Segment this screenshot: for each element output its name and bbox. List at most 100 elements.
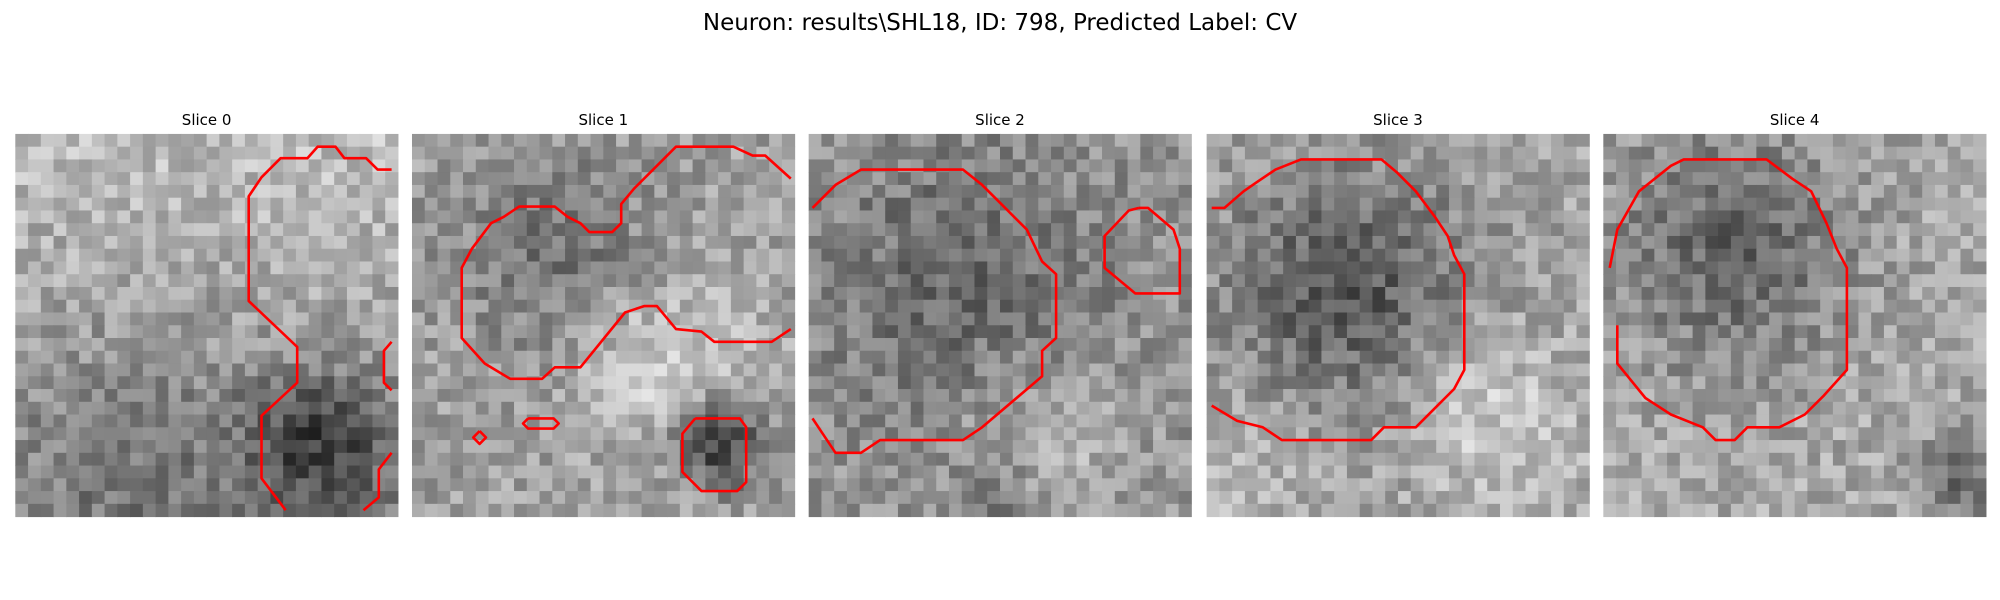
- pixel: [821, 235, 835, 250]
- pixel: [1845, 478, 1859, 492]
- pixel: [28, 491, 42, 505]
- pixel: [936, 350, 950, 365]
- pixel: [219, 197, 233, 211]
- pixel: [1140, 235, 1154, 250]
- pixel: [1807, 414, 1821, 428]
- pixel: [1756, 299, 1770, 313]
- pixel: [1089, 338, 1103, 352]
- pixel: [1628, 427, 1643, 441]
- pixel: [1922, 184, 1936, 199]
- pixel: [91, 235, 106, 250]
- pixel: [181, 376, 195, 390]
- pixel: [1359, 376, 1373, 390]
- pixel: [66, 261, 80, 275]
- pixel: [219, 312, 233, 326]
- pixel: [1448, 363, 1463, 377]
- pixel: [1743, 363, 1757, 377]
- pixel: [1551, 172, 1565, 186]
- pixel: [91, 248, 106, 262]
- pixel: [1012, 414, 1027, 428]
- pixel: [1641, 197, 1655, 211]
- pixel: [1334, 159, 1348, 173]
- pixel: [40, 210, 55, 224]
- pixel: [1076, 440, 1090, 454]
- pixel: [104, 223, 118, 237]
- pixel: [424, 133, 438, 148]
- panel-title: Slice 0: [182, 111, 232, 129]
- pixel: [1756, 274, 1770, 288]
- pixel: [130, 503, 144, 518]
- pixel: [1127, 210, 1141, 224]
- pixel: [346, 389, 361, 403]
- contour: [681, 417, 748, 493]
- pixel: [28, 363, 42, 377]
- pixel: [1063, 503, 1078, 518]
- pixel: [1051, 389, 1065, 403]
- pixel: [130, 172, 144, 186]
- pixel: [1820, 338, 1834, 352]
- pixel: [1616, 133, 1630, 148]
- pixel: [66, 235, 80, 250]
- pixel: [872, 235, 886, 250]
- pixel: [641, 312, 655, 326]
- pixel: [552, 286, 566, 301]
- pixel: [603, 440, 617, 454]
- pixel: [91, 312, 106, 326]
- pixel: [1883, 363, 1898, 377]
- pixel: [1858, 146, 1872, 160]
- pixel: [372, 133, 386, 148]
- pixel: [1295, 427, 1310, 441]
- pixel: [385, 503, 399, 518]
- pixel: [1038, 350, 1052, 365]
- pixel: [1474, 274, 1488, 288]
- pixel: [1359, 350, 1373, 365]
- pixel: [1063, 452, 1078, 467]
- pixel: [961, 491, 975, 505]
- pixel: [1616, 440, 1630, 454]
- pixel: [1641, 312, 1655, 326]
- pixel: [463, 389, 477, 403]
- pixel: [730, 312, 745, 326]
- pixel: [1973, 235, 1987, 250]
- pixel: [872, 427, 886, 441]
- pixel: [130, 401, 144, 416]
- pixel: [40, 478, 55, 492]
- pixel: [1563, 350, 1578, 365]
- pixel: [1883, 414, 1898, 428]
- pixel: [155, 286, 169, 301]
- pixel: [821, 440, 835, 454]
- pixel: [885, 286, 899, 301]
- pixel: [1397, 325, 1412, 339]
- pixel: [705, 414, 719, 428]
- pixel: [91, 503, 106, 518]
- pixel: [53, 312, 67, 326]
- pixel: [692, 376, 706, 390]
- pixel: [1807, 363, 1821, 377]
- pixel: [679, 210, 694, 224]
- pixel: [1153, 172, 1167, 186]
- pixel: [1334, 376, 1348, 390]
- pixel: [718, 299, 732, 313]
- pixel: [193, 312, 208, 326]
- pixel: [1321, 146, 1335, 160]
- pixel: [974, 159, 988, 173]
- pixel: [104, 440, 118, 454]
- pixel: [1909, 133, 1923, 148]
- pixel: [1960, 197, 1974, 211]
- pixel: [1845, 440, 1859, 454]
- pixel: [1063, 210, 1078, 224]
- pixel: [437, 376, 451, 390]
- pixel: [463, 210, 477, 224]
- pixel: [603, 350, 617, 365]
- pixel: [1538, 465, 1552, 479]
- pixel: [1654, 491, 1668, 505]
- pixel: [1487, 235, 1501, 250]
- pixel: [1603, 452, 1617, 467]
- pixel: [526, 325, 541, 339]
- pixel: [1089, 478, 1103, 492]
- pixel: [1512, 440, 1527, 454]
- pixel: [450, 401, 464, 416]
- pixel: [1025, 503, 1039, 518]
- pixel: [1295, 363, 1310, 377]
- pixel: [577, 503, 592, 518]
